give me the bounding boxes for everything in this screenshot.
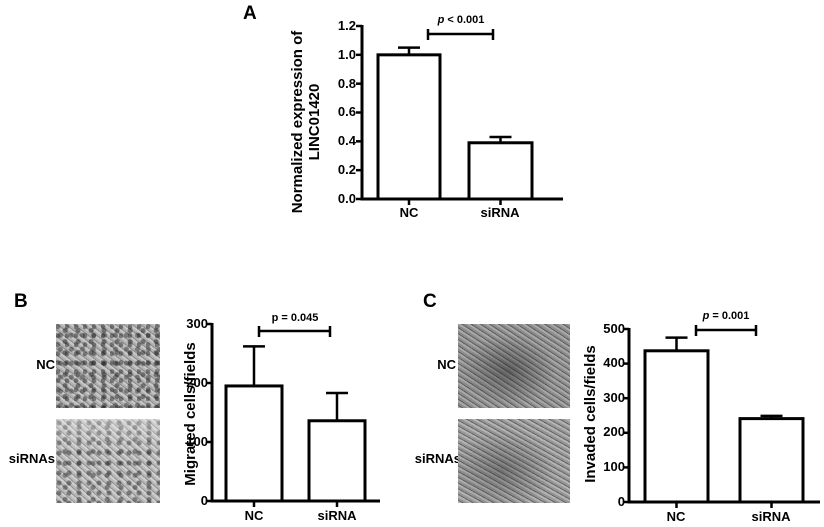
image-row-label-sirnas: siRNAs (414, 451, 461, 466)
tick-label: 100 (186, 434, 208, 449)
panel-letter-c: C (423, 291, 437, 312)
tick-label: 200 (186, 375, 208, 390)
micrograph-c-nc (458, 324, 570, 408)
category-label-nc: NC (666, 509, 686, 524)
image-row-label-nc: NC (437, 357, 456, 372)
tick-label: 300 (186, 316, 208, 331)
bar-sirna (738, 417, 805, 504)
bar-nc (376, 53, 442, 201)
tick-label: 0.6 (337, 104, 356, 119)
tick-label: 0 (617, 494, 625, 509)
tick-label: 0.2 (337, 162, 356, 177)
p-value-text: = 0.001 (709, 310, 750, 322)
tick-label: 0 (200, 493, 208, 508)
p-value-annotation-b: p = 0.045 (271, 312, 319, 324)
bar-sirna (467, 141, 534, 201)
bar-nc (643, 349, 710, 504)
category-label-sirna: siRNA (751, 509, 791, 524)
tick-label: 0.0 (337, 191, 356, 206)
category-label-nc: NC (399, 205, 419, 220)
p-italic: p (437, 14, 445, 26)
tick-label: 500 (603, 321, 625, 336)
panel-letter-a: A (243, 3, 257, 24)
image-row-label-nc: NC (36, 357, 55, 372)
tick-label: 100 (603, 459, 625, 474)
panel-letter-b: B (14, 291, 28, 312)
category-label-sirna: siRNA (317, 508, 357, 523)
p-value-text: < 0.001 (444, 14, 485, 26)
image-row-label-sirnas: siRNAs (8, 451, 55, 466)
bar-nc (224, 384, 284, 503)
bar-sirna (307, 419, 367, 503)
micrograph-b-nc (56, 324, 160, 408)
tick-label: 300 (603, 390, 625, 405)
micrograph-b-sirna (56, 419, 160, 503)
p-value-annotation-c: p = 0.001 (681, 310, 771, 322)
tick-label: 1.0 (337, 47, 356, 62)
tick-label: 0.8 (337, 76, 356, 91)
category-label-sirna: siRNA (480, 205, 520, 220)
tick-label: 200 (603, 424, 625, 439)
tick-label: 400 (603, 355, 625, 370)
p-value-annotation-a: p < 0.001 (416, 14, 506, 26)
category-label-nc: NC (244, 508, 264, 523)
tick-label: 1.2 (337, 18, 356, 33)
micrograph-c-sirna (458, 419, 570, 503)
tick-label: 0.4 (337, 133, 356, 148)
p-italic: p (702, 310, 710, 322)
